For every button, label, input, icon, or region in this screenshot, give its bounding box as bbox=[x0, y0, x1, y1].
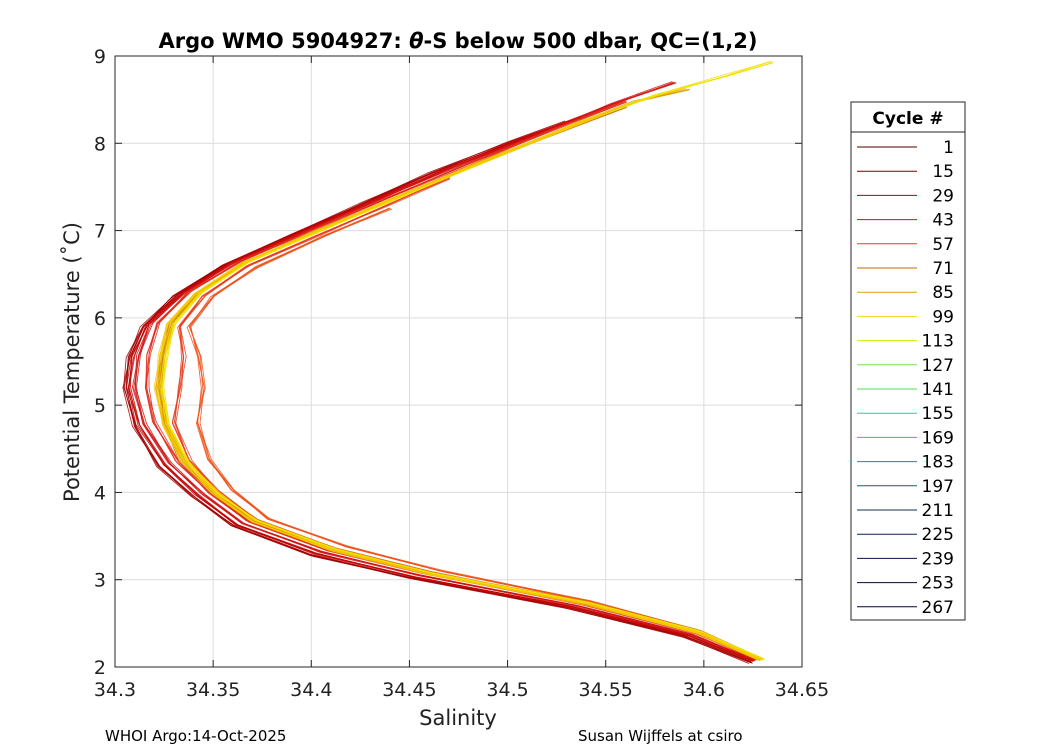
x-tick-label: 34.4 bbox=[290, 679, 332, 701]
legend-box bbox=[850, 101, 966, 621]
x-tick-label: 34.6 bbox=[683, 679, 725, 701]
profile-line bbox=[127, 116, 752, 661]
footer-right: Susan Wijffels at csiro bbox=[578, 727, 743, 745]
x-tick-label: 34.5 bbox=[486, 679, 528, 701]
x-axis-label: Salinity bbox=[419, 706, 497, 730]
legend-label: 169 bbox=[922, 428, 954, 448]
legend-entries: 1 15 29 43 57 71 85 99 113 127 141 155 169 183 197 211 2… bbox=[857, 138, 954, 618]
y-tick-label: 5 bbox=[94, 395, 106, 417]
legend-label: 155 bbox=[922, 404, 954, 424]
x-tick-label: 34.55 bbox=[579, 679, 633, 701]
legend-label: 197 bbox=[922, 477, 954, 497]
y-tick-label: 8 bbox=[94, 133, 106, 155]
y-axis-label: Potential Temperature (˚C) bbox=[60, 222, 84, 502]
grid-lines bbox=[114, 55, 803, 668]
y-tick-label: 3 bbox=[94, 570, 106, 592]
legend-label: 253 bbox=[922, 574, 954, 594]
x-tick-label: 34.3 bbox=[94, 679, 136, 701]
x-tick-label: 34.65 bbox=[775, 679, 829, 701]
y-tick-label: 4 bbox=[94, 482, 106, 504]
x-tick-label: 34.35 bbox=[186, 679, 240, 701]
profile-line bbox=[190, 208, 761, 659]
y-tick-label: 6 bbox=[94, 308, 106, 330]
y-tick-label: 7 bbox=[94, 221, 106, 243]
plot-area bbox=[115, 56, 802, 667]
legend-label: 29 bbox=[932, 186, 954, 206]
legend-label: 1 bbox=[943, 138, 954, 158]
legend-label: 127 bbox=[922, 356, 954, 376]
legend-title: Cycle # bbox=[872, 109, 943, 129]
legend-label: 183 bbox=[922, 453, 954, 473]
axis-ticks: 34.3 34.35 34.4 34.45 34.5 34.55 34.6 34.65 2 3 4 5… bbox=[94, 46, 829, 701]
legend-label: 43 bbox=[932, 211, 954, 231]
legend-label: 85 bbox=[932, 283, 954, 303]
footer-left: WHOI Argo:14-Oct-2025 bbox=[105, 727, 286, 745]
chart-title-main: Argo WMO 5904927: bbox=[158, 29, 409, 53]
legend-label: 211 bbox=[922, 501, 954, 521]
profile-line bbox=[134, 81, 754, 660]
legend-label: 225 bbox=[922, 525, 954, 545]
y-tick-label: 2 bbox=[94, 657, 106, 679]
legend-label: 57 bbox=[932, 235, 954, 255]
profile-line bbox=[186, 207, 757, 659]
legend-label: 239 bbox=[922, 549, 954, 569]
y-tick-label: 9 bbox=[94, 46, 106, 68]
legend-label: 71 bbox=[932, 259, 954, 279]
legend-label: 141 bbox=[922, 380, 954, 400]
chart-title-rest: -S below 500 dbar, QC=(1,2) bbox=[424, 29, 758, 53]
profile-line bbox=[131, 81, 756, 661]
profile-line bbox=[156, 112, 760, 660]
chart-title: Argo WMO 5904927: θ-S below 500 dbar, QC… bbox=[158, 29, 757, 53]
legend-label: 267 bbox=[922, 598, 954, 618]
legend-label: 113 bbox=[922, 332, 954, 352]
legend: Cycle # 1 15 29 43 57 71 85 99 113 127 141 155 169 18… bbox=[850, 101, 966, 621]
plot-frame bbox=[114, 55, 803, 668]
legend-label: 99 bbox=[932, 307, 954, 327]
legend-label: 15 bbox=[932, 162, 954, 182]
chart-title-theta: θ bbox=[409, 29, 423, 53]
series-lines bbox=[122, 60, 775, 664]
x-tick-label: 34.45 bbox=[382, 679, 436, 701]
